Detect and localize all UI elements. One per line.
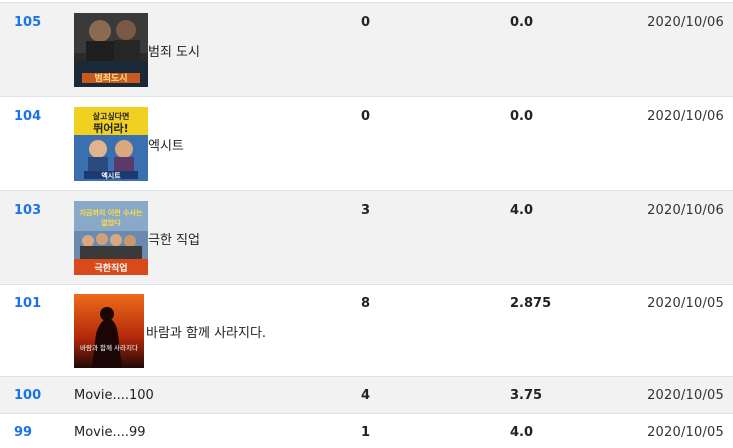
movie-poster[interactable]: 바람과 함께 사라지다	[74, 294, 144, 368]
created-date: 2020/10/05	[647, 425, 724, 440]
review-count: 4	[361, 388, 371, 403]
movie-id-link[interactable]: 101	[14, 296, 42, 311]
movie-title[interactable]: Movie....100	[74, 388, 154, 403]
movie-id-link[interactable]: 105	[14, 15, 42, 30]
svg-text:살고싶다면: 살고싶다면	[93, 111, 130, 121]
review-count: 0	[361, 109, 371, 124]
svg-text:엑시트: 엑시트	[101, 171, 121, 180]
poster-image: 지금까지 이런 수사는 없었다 극한직업	[74, 201, 148, 275]
poster-title: 극한직업	[94, 262, 127, 274]
created-date: 2020/10/06	[647, 109, 724, 124]
review-count: 8	[361, 296, 371, 311]
poster-title: 범죄도시	[94, 72, 127, 84]
movie-id-link[interactable]: 104	[14, 109, 42, 124]
created-date: 2020/10/06	[647, 203, 724, 218]
table-row: 100 Movie....100 4 3.75 2020/10/05	[0, 376, 733, 413]
movie-title[interactable]: 범죄 도시	[148, 45, 200, 60]
movie-id-link[interactable]: 99	[14, 425, 33, 440]
review-count: 3	[361, 203, 371, 218]
movie-title[interactable]: 바람과 함께 사라지다.	[146, 326, 267, 341]
created-date: 2020/10/05	[647, 296, 724, 311]
movie-id-link[interactable]: 100	[14, 388, 42, 403]
review-count: 1	[361, 425, 371, 440]
svg-text:없었다: 없었다	[101, 218, 121, 227]
average-rating: 2.875	[510, 296, 552, 311]
table-row: 101 바람과 함께 사라지다 바람과 함께 사라지다. 8 2.875 202…	[0, 284, 733, 376]
created-date: 2020/10/06	[647, 15, 724, 30]
movie-poster[interactable]: 범죄도시	[74, 13, 148, 87]
table-row: 104 살고싶다면 뛰어라! 엑시트 엑시트 0 0.0 2020/10/06	[0, 96, 733, 190]
movie-poster[interactable]: 지금까지 이런 수사는 없었다 극한직업	[74, 201, 148, 275]
poster-title: 바람과 함께 사라지다	[80, 343, 138, 352]
movie-title[interactable]: Movie....99	[74, 425, 146, 440]
review-count: 0	[361, 15, 371, 30]
table-row: 105 범죄도시 범죄 도시 0 0.0 2020/10/06	[0, 2, 733, 96]
poster-image: 범죄도시	[74, 13, 148, 87]
average-rating: 4.0	[510, 425, 534, 440]
poster-image: 바람과 함께 사라지다	[74, 294, 144, 368]
average-rating: 3.75	[510, 388, 543, 403]
poster-image: 살고싶다면 뛰어라! 엑시트	[74, 107, 148, 181]
movie-id-link[interactable]: 103	[14, 203, 42, 218]
movie-title[interactable]: 극한 직업	[148, 233, 200, 248]
svg-text:지금까지 이런 수사는: 지금까지 이런 수사는	[80, 208, 143, 217]
movie-title[interactable]: 엑시트	[148, 139, 184, 154]
table-row: 99 Movie....99 1 4.0 2020/10/05	[0, 413, 733, 448]
average-rating: 0.0	[510, 15, 534, 30]
average-rating: 0.0	[510, 109, 534, 124]
poster-title: 뛰어라!	[93, 121, 128, 135]
created-date: 2020/10/05	[647, 388, 724, 403]
movie-poster[interactable]: 살고싶다면 뛰어라! 엑시트	[74, 107, 148, 181]
table-row: 103 지금까지 이런 수사는 없었다 극한직업 극한 직업 3 4.0 202…	[0, 190, 733, 284]
average-rating: 4.0	[510, 203, 534, 218]
